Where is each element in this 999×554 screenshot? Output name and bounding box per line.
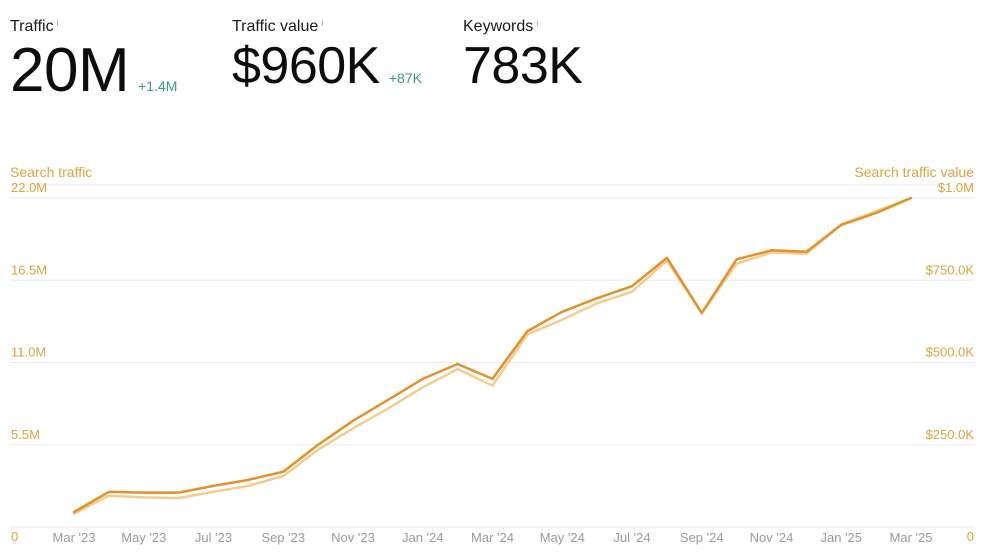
keywords-info-icon[interactable]: i	[536, 18, 539, 28]
y-right-tick-label: $750.0K	[926, 262, 975, 277]
y-axis-ticks: 0 5.5M 11.0M 16.5M 22.0M 0 $250.0K $500.0K $750.…	[11, 180, 974, 544]
x-tick-label: Jul '24	[613, 530, 650, 545]
traffic-delta: +1.4M	[138, 78, 178, 94]
grid-lines	[10, 184, 974, 528]
traffic-value-info-icon[interactable]: i	[321, 18, 324, 28]
traffic-info-icon[interactable]: i	[56, 18, 59, 28]
keywords-metric: Keywords i 783K	[463, 18, 583, 95]
traffic-value-amount: $960K	[232, 37, 380, 95]
x-tick-label: Mar '25	[890, 530, 933, 545]
traffic-label: Traffic	[10, 18, 54, 35]
search-traffic-line	[72, 196, 913, 514]
x-tick-label: May '23	[121, 530, 166, 545]
keywords-label: Keywords	[463, 18, 534, 35]
y-right-tick-label: 0	[967, 529, 974, 544]
search-traffic-value-line	[72, 196, 913, 516]
x-tick-label: Jul '23	[195, 530, 232, 545]
traffic-metric: Traffic i 20M +1.4M	[10, 18, 177, 102]
x-tick-label: Mar '23	[53, 530, 96, 545]
x-tick-label: Jan '24	[402, 530, 444, 545]
x-axis-ticks: Mar '23 May '23 Jul '23 Sep '23 Nov '23 Jan '…	[53, 530, 933, 545]
x-tick-label: Mar '24	[471, 530, 514, 545]
y-right-tick-label: $1.0M	[938, 180, 974, 195]
series-lines	[72, 196, 913, 516]
y-right-tick-label: $500.0K	[926, 345, 975, 360]
y-left-tick-label: 5.5M	[11, 427, 40, 442]
traffic-value-delta: +87K	[388, 70, 422, 86]
x-tick-label: May '24	[540, 530, 585, 545]
y-left-tick-label: 11.0M	[11, 345, 46, 360]
y-left-tick-label: 22.0M	[11, 180, 47, 195]
x-tick-label: Nov '24	[750, 530, 794, 545]
y-right-tick-label: $250.0K	[926, 427, 975, 442]
traffic-value: 20M	[10, 36, 130, 105]
y-left-tick-label: 16.5M	[11, 262, 47, 277]
keywords-value: 783K	[463, 37, 583, 95]
left-axis-title: Search traffic	[10, 164, 92, 180]
right-axis-title: Search traffic value	[854, 164, 974, 180]
y-left-tick-label: 0	[11, 529, 18, 544]
traffic-value-metric: Traffic value i $960K +87K	[232, 18, 422, 92]
traffic-value-label: Traffic value	[232, 18, 319, 35]
x-tick-label: Sep '23	[261, 530, 305, 545]
x-tick-label: Sep '24	[680, 530, 724, 545]
x-tick-label: Jan '25	[820, 530, 862, 545]
x-tick-label: Nov '23	[331, 530, 375, 545]
